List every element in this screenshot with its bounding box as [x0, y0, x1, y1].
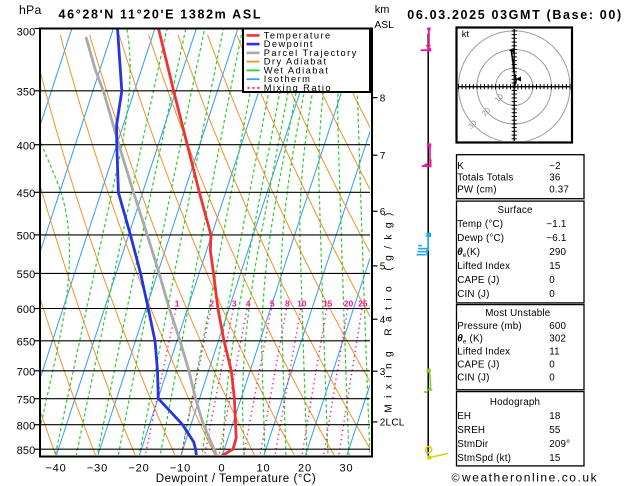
svg-text:3: 3: [232, 299, 237, 309]
svg-text:36: 36: [549, 173, 561, 184]
svg-text:−40: −40: [45, 462, 66, 474]
svg-text:Dewpoint / Temperature (°C): Dewpoint / Temperature (°C): [156, 473, 317, 485]
svg-text:0: 0: [549, 289, 555, 300]
svg-text:800: 800: [17, 420, 36, 432]
svg-text:Isotherm: Isotherm: [264, 74, 312, 84]
svg-text:Lifted Index: Lifted Index: [457, 347, 510, 358]
svg-text:209°: 209°: [549, 439, 570, 450]
svg-text:θe(K): θe(K): [457, 247, 480, 259]
svg-text:weatheronline.co.uk: weatheronline.co.uk: [461, 471, 598, 485]
svg-text:θe (K): θe (K): [457, 334, 483, 346]
svg-text:hPa: hPa: [19, 3, 41, 17]
svg-text:350: 350: [17, 86, 36, 98]
svg-text:Hodograph: Hodograph: [490, 397, 540, 408]
svg-text:CAPE (J): CAPE (J): [457, 360, 499, 371]
svg-text:2: 2: [209, 299, 214, 309]
svg-text:CIN (J): CIN (J): [457, 372, 489, 383]
svg-text:Dry Adiabat: Dry Adiabat: [264, 57, 328, 67]
svg-text:450: 450: [17, 188, 36, 200]
svg-text:Totals Totals: Totals Totals: [457, 173, 513, 184]
svg-text:8: 8: [380, 93, 386, 104]
svg-text:©: ©: [452, 472, 460, 484]
svg-text:StmDir: StmDir: [457, 439, 489, 450]
svg-text:0: 0: [549, 275, 555, 286]
svg-text:500: 500: [17, 231, 36, 243]
svg-text:−10: −10: [170, 462, 191, 474]
svg-text:Most Unstable: Most Unstable: [485, 308, 551, 319]
svg-text:290: 290: [549, 247, 566, 258]
svg-text:Temp (°C): Temp (°C): [457, 219, 503, 230]
svg-text:5: 5: [380, 262, 386, 273]
svg-text:2LCL: 2LCL: [380, 418, 405, 429]
svg-text:20: 20: [298, 462, 312, 474]
svg-text:700: 700: [17, 366, 36, 378]
svg-text:kt: kt: [462, 29, 470, 40]
svg-text:55: 55: [549, 425, 561, 436]
svg-text:Pressure (mb): Pressure (mb): [457, 321, 522, 332]
svg-text:06.03.2025 03GMT (Base: 00): 06.03.2025 03GMT (Base: 00): [407, 8, 622, 22]
svg-text:1: 1: [175, 299, 180, 309]
svg-text:Dewp (°C): Dewp (°C): [457, 233, 504, 244]
svg-text:−6.1: −6.1: [546, 233, 566, 244]
svg-text:550: 550: [17, 269, 36, 281]
svg-text:0: 0: [218, 462, 225, 474]
svg-text:CIN (J): CIN (J): [457, 289, 489, 300]
svg-text:StmSpd (kt): StmSpd (kt): [457, 453, 511, 464]
svg-text:0: 0: [549, 372, 555, 383]
svg-text:PW (cm): PW (cm): [457, 184, 497, 195]
svg-text:4: 4: [380, 315, 386, 326]
svg-text:SREH: SREH: [457, 425, 485, 436]
svg-text:10: 10: [297, 299, 307, 309]
svg-text:5: 5: [270, 299, 275, 309]
svg-text:300: 300: [17, 26, 36, 38]
svg-text:Dewpoint: Dewpoint: [264, 39, 314, 49]
svg-text:400: 400: [17, 140, 36, 152]
svg-text:30: 30: [339, 462, 353, 474]
svg-text:km: km: [375, 4, 390, 16]
svg-text:−20: −20: [128, 462, 149, 474]
svg-text:20: 20: [344, 299, 354, 309]
svg-text:Lifted Index: Lifted Index: [457, 261, 510, 272]
svg-text:K: K: [457, 161, 464, 172]
svg-text:Temperature: Temperature: [264, 30, 332, 40]
svg-text:Mixing Ratio (g/kg): Mixing Ratio (g/kg): [383, 206, 394, 413]
svg-text:8: 8: [285, 299, 290, 309]
svg-text:0: 0: [549, 360, 555, 371]
svg-text:25: 25: [358, 299, 368, 309]
svg-text:600: 600: [549, 321, 566, 332]
svg-text:−2: −2: [549, 161, 561, 172]
svg-text:600: 600: [17, 304, 36, 316]
svg-text:15: 15: [549, 453, 561, 464]
svg-text:15: 15: [549, 261, 561, 272]
svg-text:Mixing Ratio: Mixing Ratio: [264, 83, 332, 93]
svg-text:850: 850: [17, 445, 36, 457]
svg-text:CAPE (J): CAPE (J): [457, 275, 499, 286]
svg-text:18: 18: [549, 411, 561, 422]
svg-text:−30: −30: [87, 462, 108, 474]
svg-text:6: 6: [380, 207, 386, 218]
svg-text:ASL: ASL: [374, 20, 394, 31]
svg-text:Wet Adiabat: Wet Adiabat: [264, 65, 330, 75]
svg-text:4: 4: [246, 299, 251, 309]
svg-text:15: 15: [323, 299, 333, 309]
svg-text:3: 3: [380, 367, 386, 378]
svg-text:11: 11: [549, 347, 560, 358]
svg-text:650: 650: [17, 336, 36, 348]
svg-text:0.37: 0.37: [549, 184, 569, 195]
svg-text:7: 7: [380, 151, 386, 162]
svg-text:−1.1: −1.1: [546, 219, 566, 230]
svg-text:750: 750: [17, 394, 36, 406]
svg-text:Surface: Surface: [498, 205, 534, 216]
svg-text:10: 10: [256, 462, 270, 474]
svg-text:Parcel Trajectory: Parcel Trajectory: [264, 48, 358, 58]
svg-text:EH: EH: [457, 411, 471, 422]
svg-text:302: 302: [549, 334, 566, 345]
svg-text:46°28ʹN 11°20ʹE 1382m ASL: 46°28ʹN 11°20ʹE 1382m ASL: [59, 8, 263, 22]
